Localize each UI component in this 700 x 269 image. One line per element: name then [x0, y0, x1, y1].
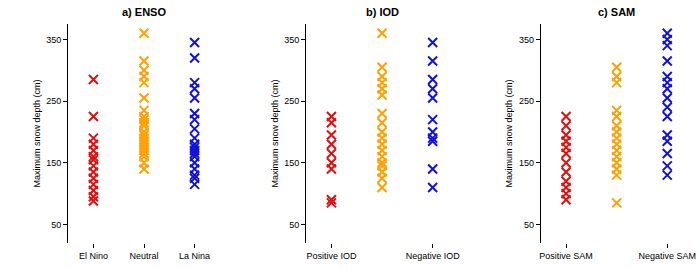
svg-text:150: 150: [519, 158, 534, 168]
svg-text:50: 50: [524, 220, 534, 230]
svg-text:350: 350: [519, 35, 534, 45]
svg-text:350: 350: [284, 35, 299, 45]
svg-text:150: 150: [46, 158, 61, 168]
svg-text:Positive IOD: Positive IOD: [306, 251, 357, 261]
svg-text:350: 350: [46, 35, 61, 45]
svg-text:Maximum snow depth (cm): Maximum snow depth (cm): [270, 79, 280, 187]
svg-text:Maximum snow depth (cm): Maximum snow depth (cm): [32, 79, 42, 187]
svg-text:Neutral: Neutral: [129, 251, 158, 261]
svg-text:150: 150: [284, 158, 299, 168]
svg-text:Positive SAM: Positive SAM: [539, 251, 593, 261]
svg-text:b) IOD: b) IOD: [366, 6, 399, 18]
svg-text:250: 250: [519, 96, 534, 106]
svg-text:Negative SAM: Negative SAM: [638, 251, 696, 261]
svg-text:250: 250: [284, 96, 299, 106]
svg-text:c) SAM: c) SAM: [598, 6, 635, 18]
svg-text:La Nina: La Nina: [179, 251, 210, 261]
svg-text:Negative IOD: Negative IOD: [406, 251, 461, 261]
svg-text:50: 50: [51, 220, 61, 230]
svg-text:a) ENSO: a) ENSO: [122, 6, 166, 18]
svg-text:250: 250: [46, 96, 61, 106]
svg-text:Maximum snow depth (cm): Maximum snow depth (cm): [504, 79, 514, 187]
svg-text:50: 50: [289, 220, 299, 230]
svg-text:El Nino: El Nino: [79, 251, 108, 261]
